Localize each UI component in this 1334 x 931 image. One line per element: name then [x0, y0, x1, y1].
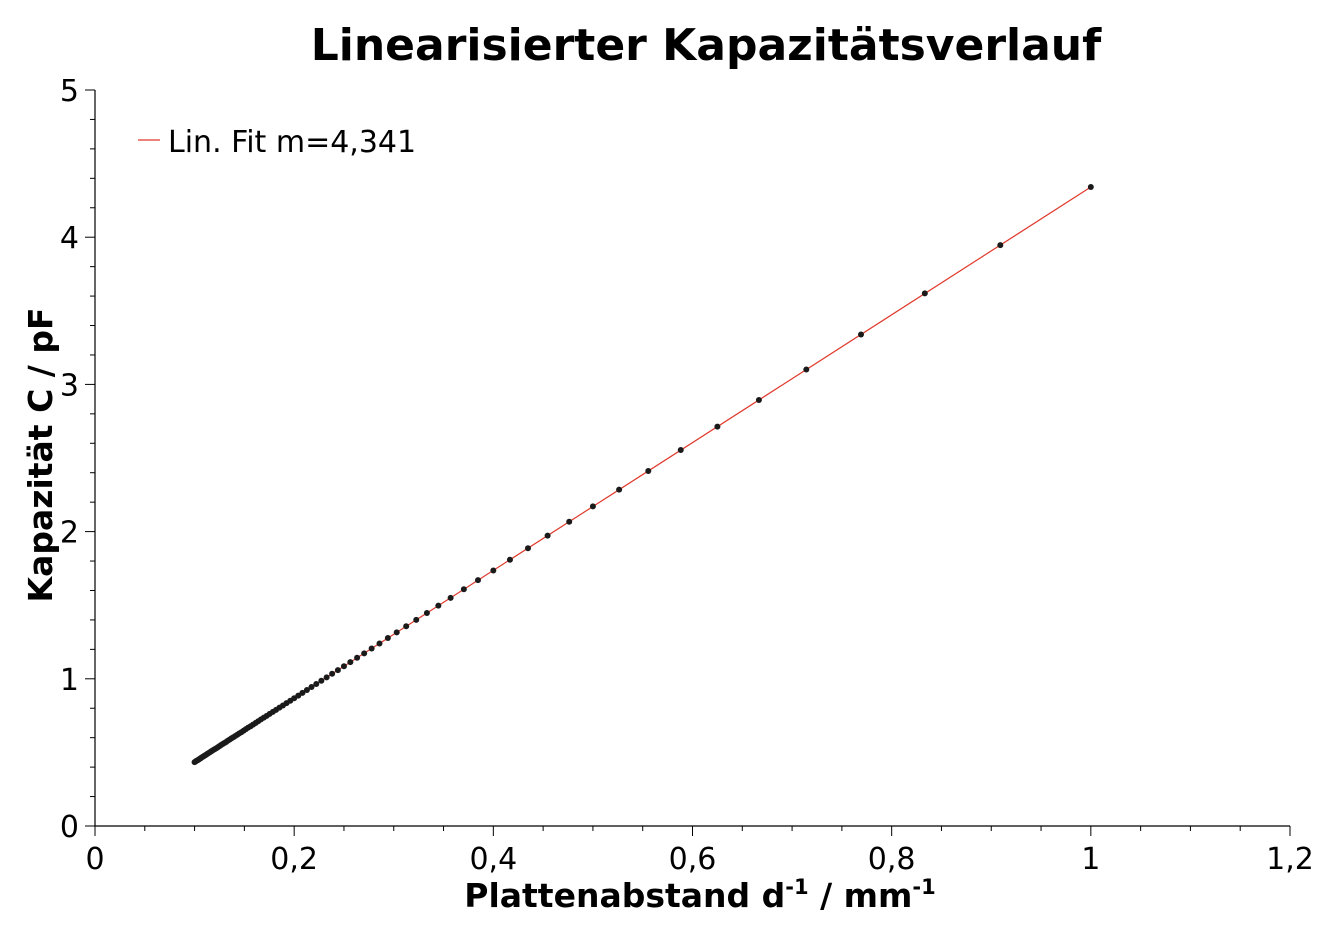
data-point: [313, 680, 320, 687]
data-point: [714, 423, 721, 430]
y-tick-label: 5: [60, 74, 79, 109]
legend-label: Lin. Fit m=4,341: [168, 125, 416, 160]
y-axis-label: Kapazität C / pF: [21, 308, 60, 603]
data-point: [506, 556, 513, 563]
data-point: [645, 467, 652, 474]
x-axis-label-base: Plattenabstand d: [464, 876, 785, 915]
data-point: [423, 610, 430, 617]
data-point: [490, 567, 497, 574]
data-point: [447, 594, 454, 601]
x-tick-label: 1,2: [1266, 842, 1314, 877]
data-point: [354, 654, 361, 661]
data-point: [376, 640, 383, 647]
data-point: [460, 586, 467, 593]
data-point: [566, 518, 573, 525]
x-axis-label-unit: / mm: [809, 876, 913, 915]
y-tick-label: 2: [60, 516, 79, 551]
data-point: [368, 645, 375, 652]
data-point: [997, 242, 1004, 249]
data-point: [544, 532, 551, 539]
data-point: [318, 677, 325, 684]
y-tick-label: 4: [60, 221, 79, 256]
data-point: [323, 674, 330, 681]
data-point: [403, 623, 410, 630]
x-tick-label: 0,6: [669, 842, 717, 877]
plot-area: [191, 184, 1094, 766]
data-point: [677, 447, 684, 454]
x-axis-label-base-exponent: -1: [785, 875, 808, 899]
data-point: [435, 602, 442, 609]
data-point: [589, 503, 596, 510]
data-point: [524, 545, 531, 552]
data-point: [191, 759, 198, 766]
data-point: [803, 366, 810, 373]
x-tick-label: 0,8: [868, 842, 916, 877]
data-point: [857, 331, 864, 338]
data-point: [329, 670, 336, 677]
x-tick-label: 0,2: [270, 842, 318, 877]
data-point: [308, 684, 315, 691]
chart-title: Linearisierter Kapazitätsverlauf: [311, 20, 1102, 71]
x-tick-label: 0: [85, 842, 104, 877]
data-point: [413, 616, 420, 623]
x-axis-label: Plattenabstand d-1 / mm-1: [464, 875, 935, 915]
data-point: [616, 486, 623, 493]
data-point: [347, 659, 354, 666]
legend: Lin. Fit m=4,341: [138, 125, 416, 160]
data-point: [303, 686, 310, 693]
data-point: [1087, 184, 1094, 191]
data-point: [755, 397, 762, 404]
x-tick-label: 0,4: [469, 842, 517, 877]
y-tick-label: 3: [60, 368, 79, 403]
x-tick-label: 1: [1081, 842, 1100, 877]
data-point: [340, 663, 347, 670]
data-point: [474, 577, 481, 584]
y-tick-label: 0: [60, 810, 79, 845]
data-point: [334, 667, 341, 674]
data-point: [384, 635, 391, 642]
x-axis-label-unit-exponent: -1: [912, 875, 935, 899]
data-point: [361, 650, 368, 657]
data-point: [921, 290, 928, 297]
y-tick-label: 1: [60, 663, 79, 698]
data-point: [393, 629, 400, 636]
axes: 0 0,2 0,4 0,6 0,8 1 1,2 0 1 2 3 4 5: [60, 74, 1314, 877]
